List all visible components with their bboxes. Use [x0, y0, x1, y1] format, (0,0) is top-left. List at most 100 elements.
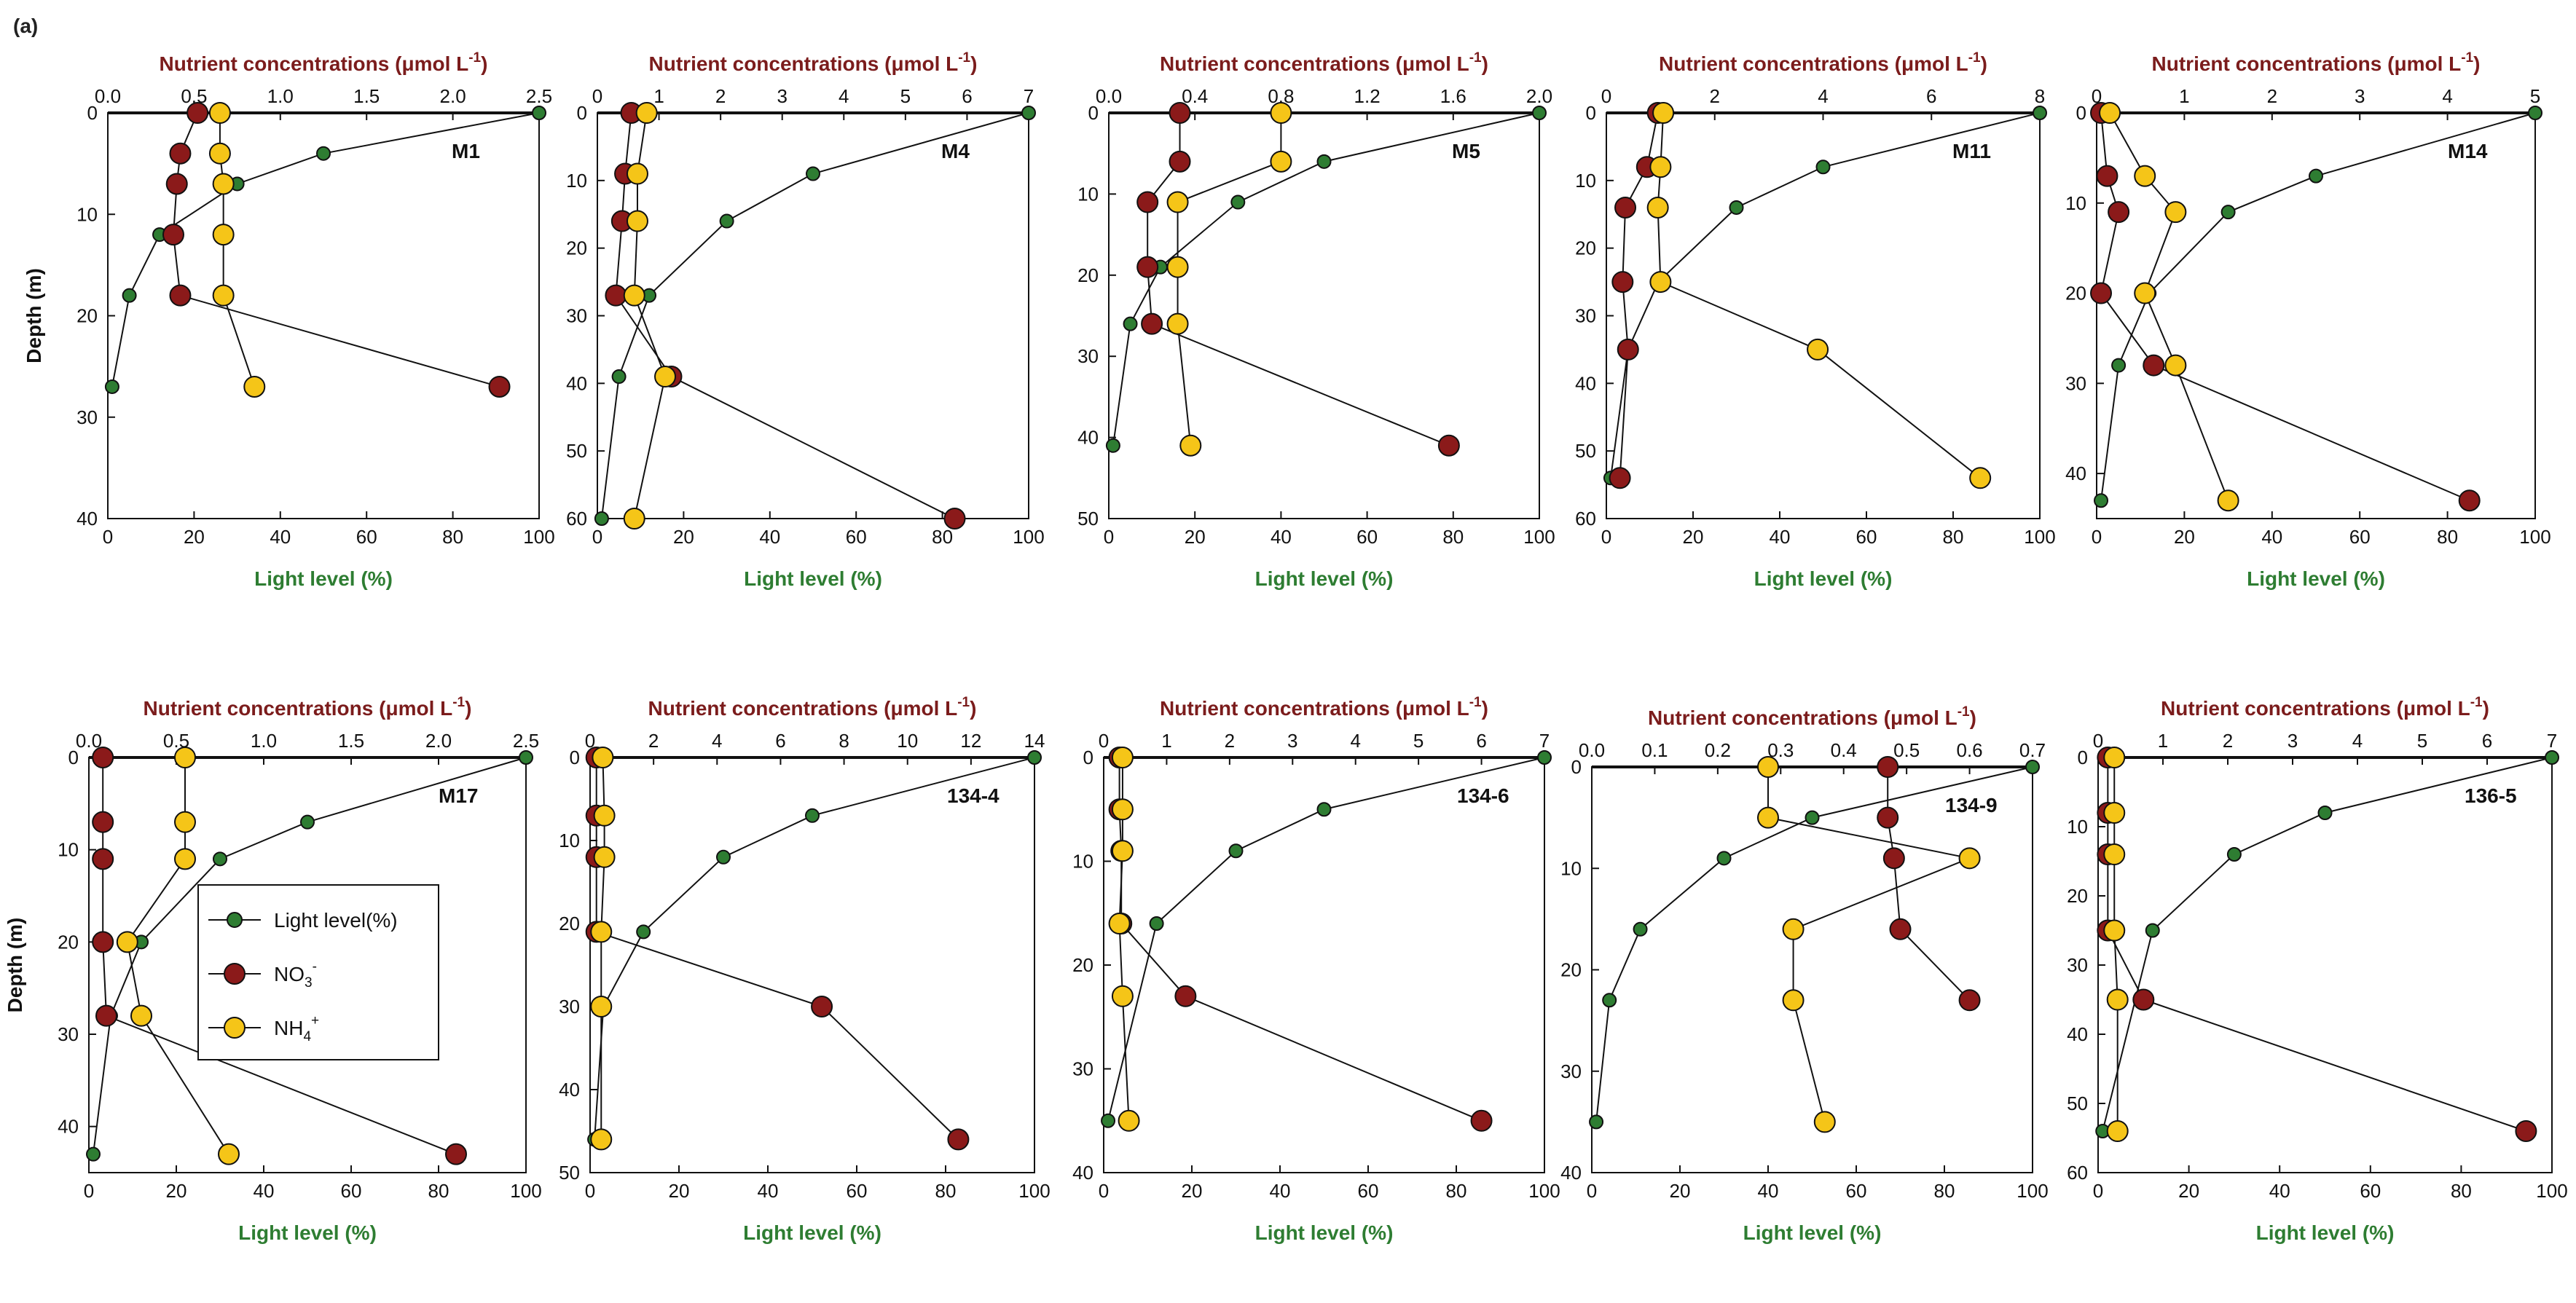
- nutrient-tick-label: 0.0: [1579, 739, 1605, 761]
- depth-tick-label: 10: [1072, 851, 1093, 873]
- no3-point: [1136, 191, 1159, 213]
- nutrient-tick-label: 2.5: [513, 730, 539, 752]
- station-label: M5: [1452, 140, 1480, 162]
- light-tick-label: 0: [84, 1180, 94, 1202]
- light-point: [300, 814, 315, 830]
- depth-tick-label: 20: [2065, 283, 2086, 304]
- light-point: [2317, 806, 2333, 820]
- legend-nh4-marker: [224, 1017, 246, 1039]
- nutrient-tick-label: 6: [775, 730, 785, 752]
- light-tick-label: 40: [1758, 1180, 1779, 1202]
- nh4-point: [2164, 201, 2187, 224]
- nutrient-tick-label: 10: [897, 730, 918, 752]
- nh4-point: [590, 921, 613, 943]
- light-tick-label: 0: [585, 1180, 595, 1202]
- depth-tick-label: 50: [566, 440, 587, 462]
- depth-tick-label: 0: [1088, 102, 1099, 124]
- nh4-point: [623, 508, 645, 530]
- chart-136-5: 0 20 40 60 80 100 0 1 2 3 4 5 6 7 0 10 20 30 40 50 60 Nutrien…: [2067, 695, 2568, 1244]
- nh4-point: [1111, 840, 1134, 862]
- nutrient-tick-label: 0.4: [1831, 739, 1857, 761]
- light-point: [532, 106, 546, 120]
- nh4-series-line: [2109, 112, 2229, 501]
- depth-tick-label: 30: [1575, 305, 1596, 327]
- light-point: [1316, 802, 1332, 817]
- nutrient-tick-label: 6: [2482, 730, 2492, 752]
- light-series-line: [2100, 112, 2536, 501]
- light-point: [1815, 160, 1831, 175]
- nh4-point: [1111, 985, 1134, 1007]
- depth-tick-label: 0: [87, 102, 98, 124]
- no3-point: [943, 508, 966, 530]
- light-axis-title: Light level (%): [1255, 1221, 1394, 1244]
- no3-point: [2132, 988, 2155, 1011]
- legend-light-label: Light level(%): [274, 909, 398, 932]
- depth-tick-label: 10: [566, 170, 587, 192]
- no3-point: [2515, 1120, 2537, 1142]
- light-tick-label: 100: [1018, 1180, 1050, 1202]
- nh4-point: [1646, 196, 1669, 219]
- no3-point: [1877, 806, 1899, 829]
- nutrient-tick-label: 3: [777, 85, 787, 107]
- nutrient-tick-label: 6: [962, 85, 972, 107]
- light-tick-label: 100: [2024, 526, 2055, 548]
- no3-series-line: [2107, 757, 2526, 1132]
- nh4-point: [174, 811, 196, 833]
- depth-tick-label: 40: [1077, 427, 1099, 449]
- nutrient-tick-label: 2.5: [526, 85, 552, 107]
- no3-point: [1141, 312, 1163, 335]
- nutrient-tick-label: 3: [2355, 85, 2365, 107]
- depth-tick-label: 0: [577, 102, 587, 124]
- nutrient-tick-label: 2.0: [425, 730, 452, 752]
- light-tick-label: 60: [1856, 526, 1877, 548]
- nh4-point: [1118, 1109, 1140, 1132]
- nh4-point: [243, 375, 266, 398]
- light-series-line: [600, 112, 1029, 519]
- light-tick-label: 60: [2360, 1180, 2381, 1202]
- depth-tick-label: 40: [559, 1079, 580, 1101]
- light-tick-label: 40: [2269, 1180, 2290, 1202]
- nh4-point: [1649, 271, 1672, 294]
- nh4-point: [1757, 806, 1779, 829]
- nutrient-tick-label: 4: [2442, 85, 2452, 107]
- no3-point: [2458, 489, 2481, 512]
- nh4-point: [592, 747, 614, 768]
- no3-point: [1609, 467, 1631, 489]
- light-tick-label: 60: [356, 526, 377, 548]
- depth-axis-title: Depth (m): [4, 918, 26, 1013]
- depth-tick-label: 20: [1560, 959, 1582, 981]
- light-point: [716, 849, 731, 865]
- nutrient-tick-label: 5: [900, 85, 911, 107]
- no3-point: [169, 284, 192, 307]
- light-point: [2545, 750, 2559, 765]
- no3-point: [92, 931, 114, 953]
- light-series-line: [93, 757, 527, 1154]
- nutrient-tick-label: 1: [1161, 730, 1171, 752]
- nutrient-tick-label: 0.6: [1956, 739, 1982, 761]
- depth-tick-label: 30: [2067, 954, 2088, 976]
- light-tick-label: 80: [932, 526, 953, 548]
- nutrient-tick-label: 1: [653, 85, 664, 107]
- light-axis-title: Light level (%): [2247, 567, 2385, 590]
- light-tick-label: 100: [523, 526, 554, 548]
- depth-tick-label: 20: [559, 913, 580, 934]
- light-tick-label: 100: [2017, 1180, 2048, 1202]
- light-point: [2033, 106, 2047, 120]
- light-axis-title: Light level (%): [2256, 1221, 2395, 1244]
- nh4-series-line: [1177, 113, 1282, 446]
- light-tick-label: 40: [758, 1180, 779, 1202]
- nutrient-tick-label: 4: [712, 730, 722, 752]
- nutrient-tick-label: 5: [1413, 730, 1424, 752]
- light-point: [1716, 851, 1732, 866]
- no3-point: [947, 1128, 970, 1151]
- depth-tick-label: 10: [1560, 857, 1582, 879]
- nh4-point: [2134, 165, 2156, 187]
- depth-tick-label: 40: [2065, 462, 2086, 484]
- light-axis-title: Light level (%): [1754, 567, 1893, 590]
- no3-point: [1611, 271, 1634, 294]
- no3-series-line: [595, 757, 959, 1141]
